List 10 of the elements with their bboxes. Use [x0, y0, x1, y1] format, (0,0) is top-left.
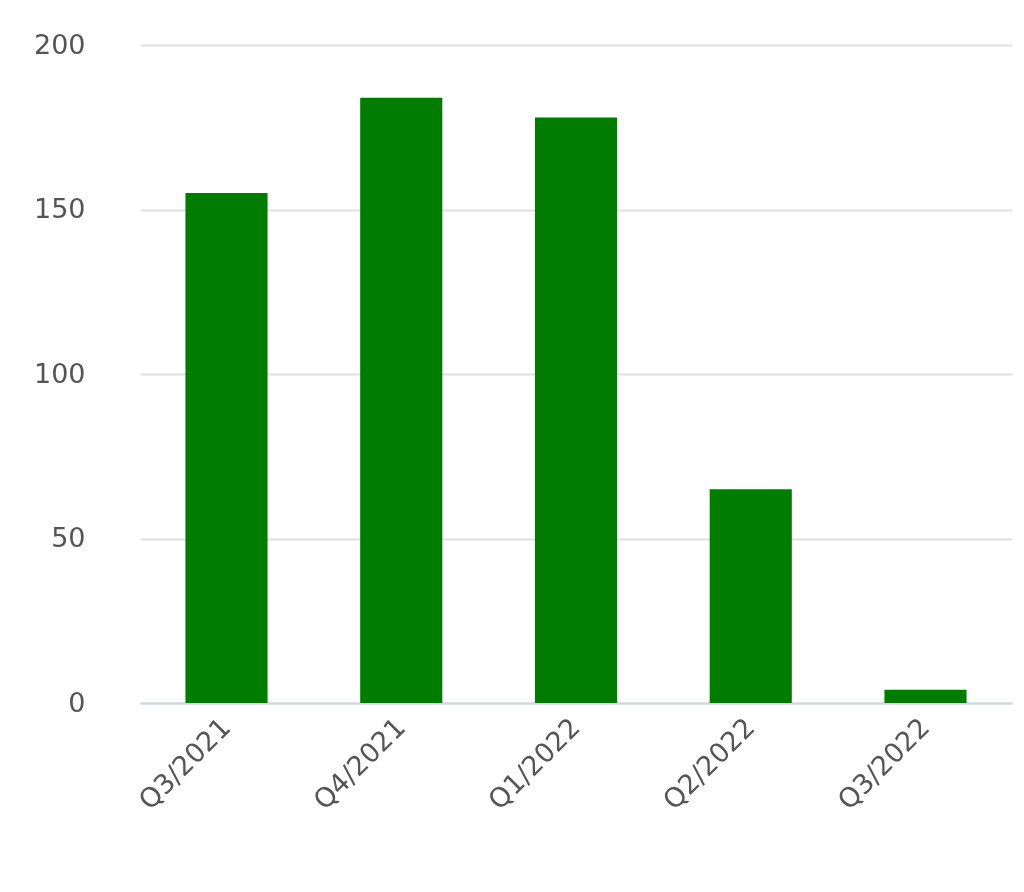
bar	[185, 193, 268, 703]
y-tick-label: 100	[33, 357, 86, 389]
y-tick-label: 150	[33, 193, 86, 224]
y-tick-label: 50	[51, 522, 86, 553]
bar	[884, 689, 967, 703]
bar	[534, 117, 618, 703]
bar	[709, 489, 792, 703]
y-tick-label: 200	[33, 28, 86, 60]
y-tick-label: 0	[68, 686, 86, 718]
bar	[360, 97, 443, 703]
